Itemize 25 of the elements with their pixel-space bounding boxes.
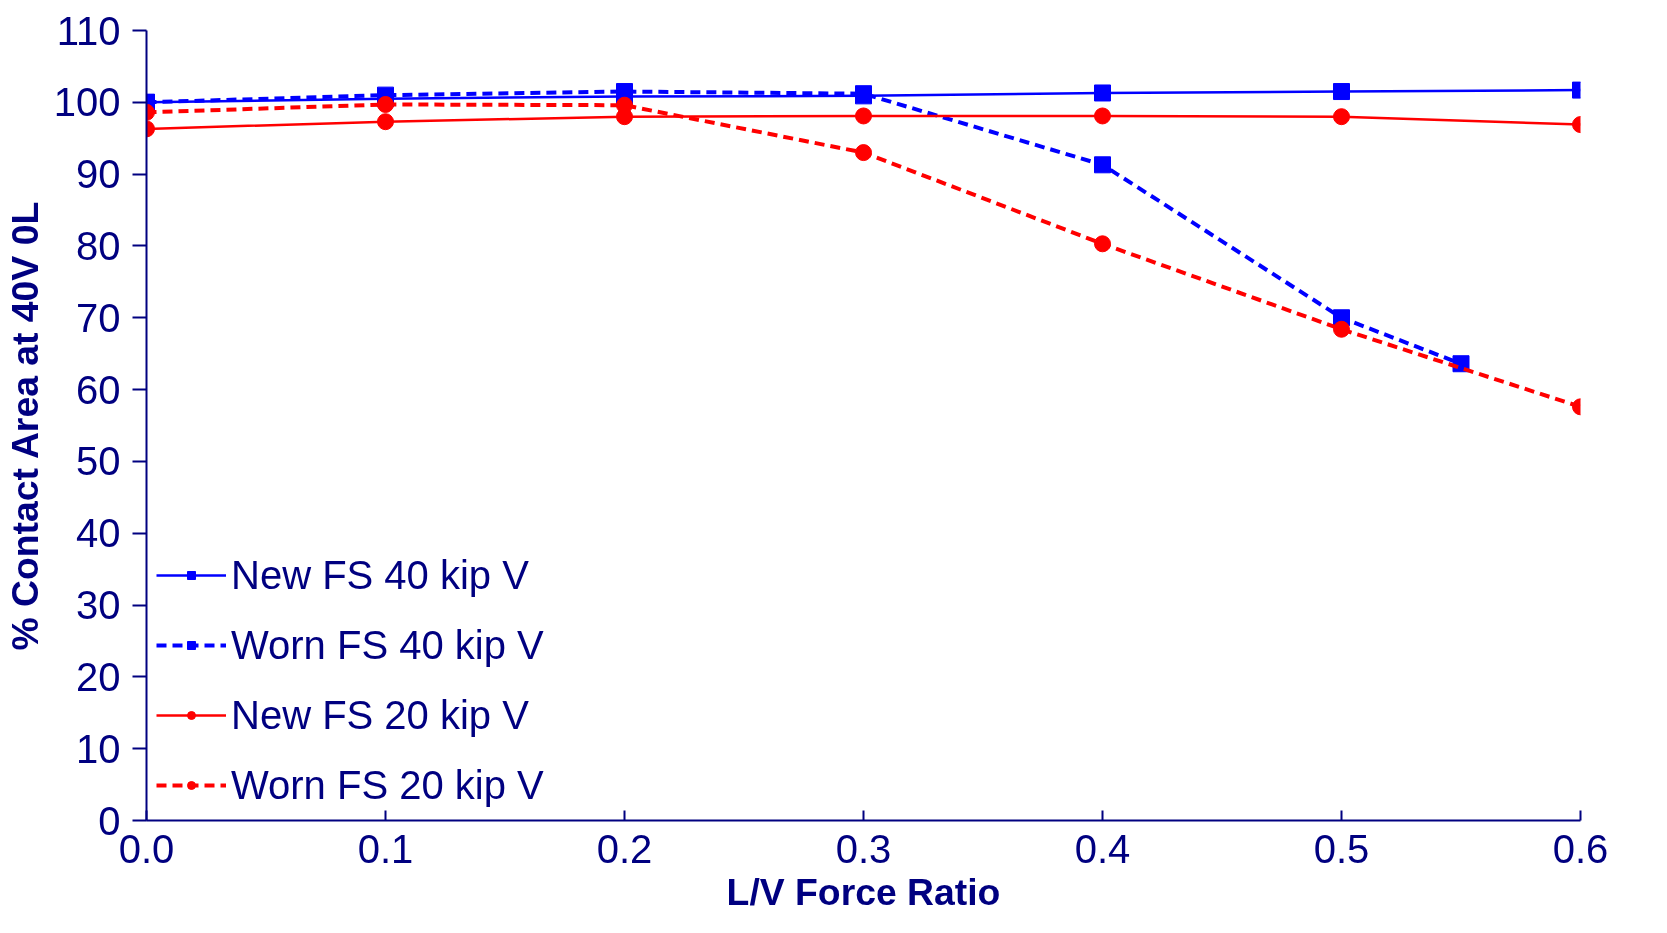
x-tick-label: 0.3	[835, 826, 892, 871]
y-tick-label: 80	[76, 223, 121, 268]
y-tick-label: 10	[76, 726, 121, 771]
legend-label: Worn FS 20 kip V	[231, 761, 544, 809]
legend-label: New FS 40 kip V	[231, 551, 529, 599]
y-tick-label: 90	[76, 152, 121, 197]
x-tick-label: 0.1	[357, 826, 414, 871]
x-axis-title: L/V Force Ratio	[726, 870, 1001, 913]
legend-label: Worn FS 40 kip V	[231, 621, 544, 669]
y-tick-label: 0	[98, 798, 121, 843]
y-axis-title: % Contact Area at 40V 0L	[3, 201, 46, 651]
y-tick-label: 30	[76, 583, 121, 628]
x-tick-label: 0.6	[1552, 826, 1609, 871]
y-tick-label: 110	[56, 8, 121, 53]
x-tick-label: 0.4	[1074, 826, 1131, 871]
y-tick-label: 60	[76, 367, 121, 412]
y-tick-label: 50	[76, 439, 121, 484]
y-tick-label: 20	[76, 654, 121, 699]
x-tick-label: 0.5	[1313, 826, 1370, 871]
y-tick-label: 70	[76, 295, 121, 340]
x-tick-label: 0.0	[118, 826, 175, 871]
y-tick-label: 40	[76, 511, 121, 556]
x-tick-label: 0.2	[596, 826, 653, 871]
y-tick-label: 100	[53, 80, 121, 125]
legend-label: New FS 20 kip V	[231, 691, 529, 739]
